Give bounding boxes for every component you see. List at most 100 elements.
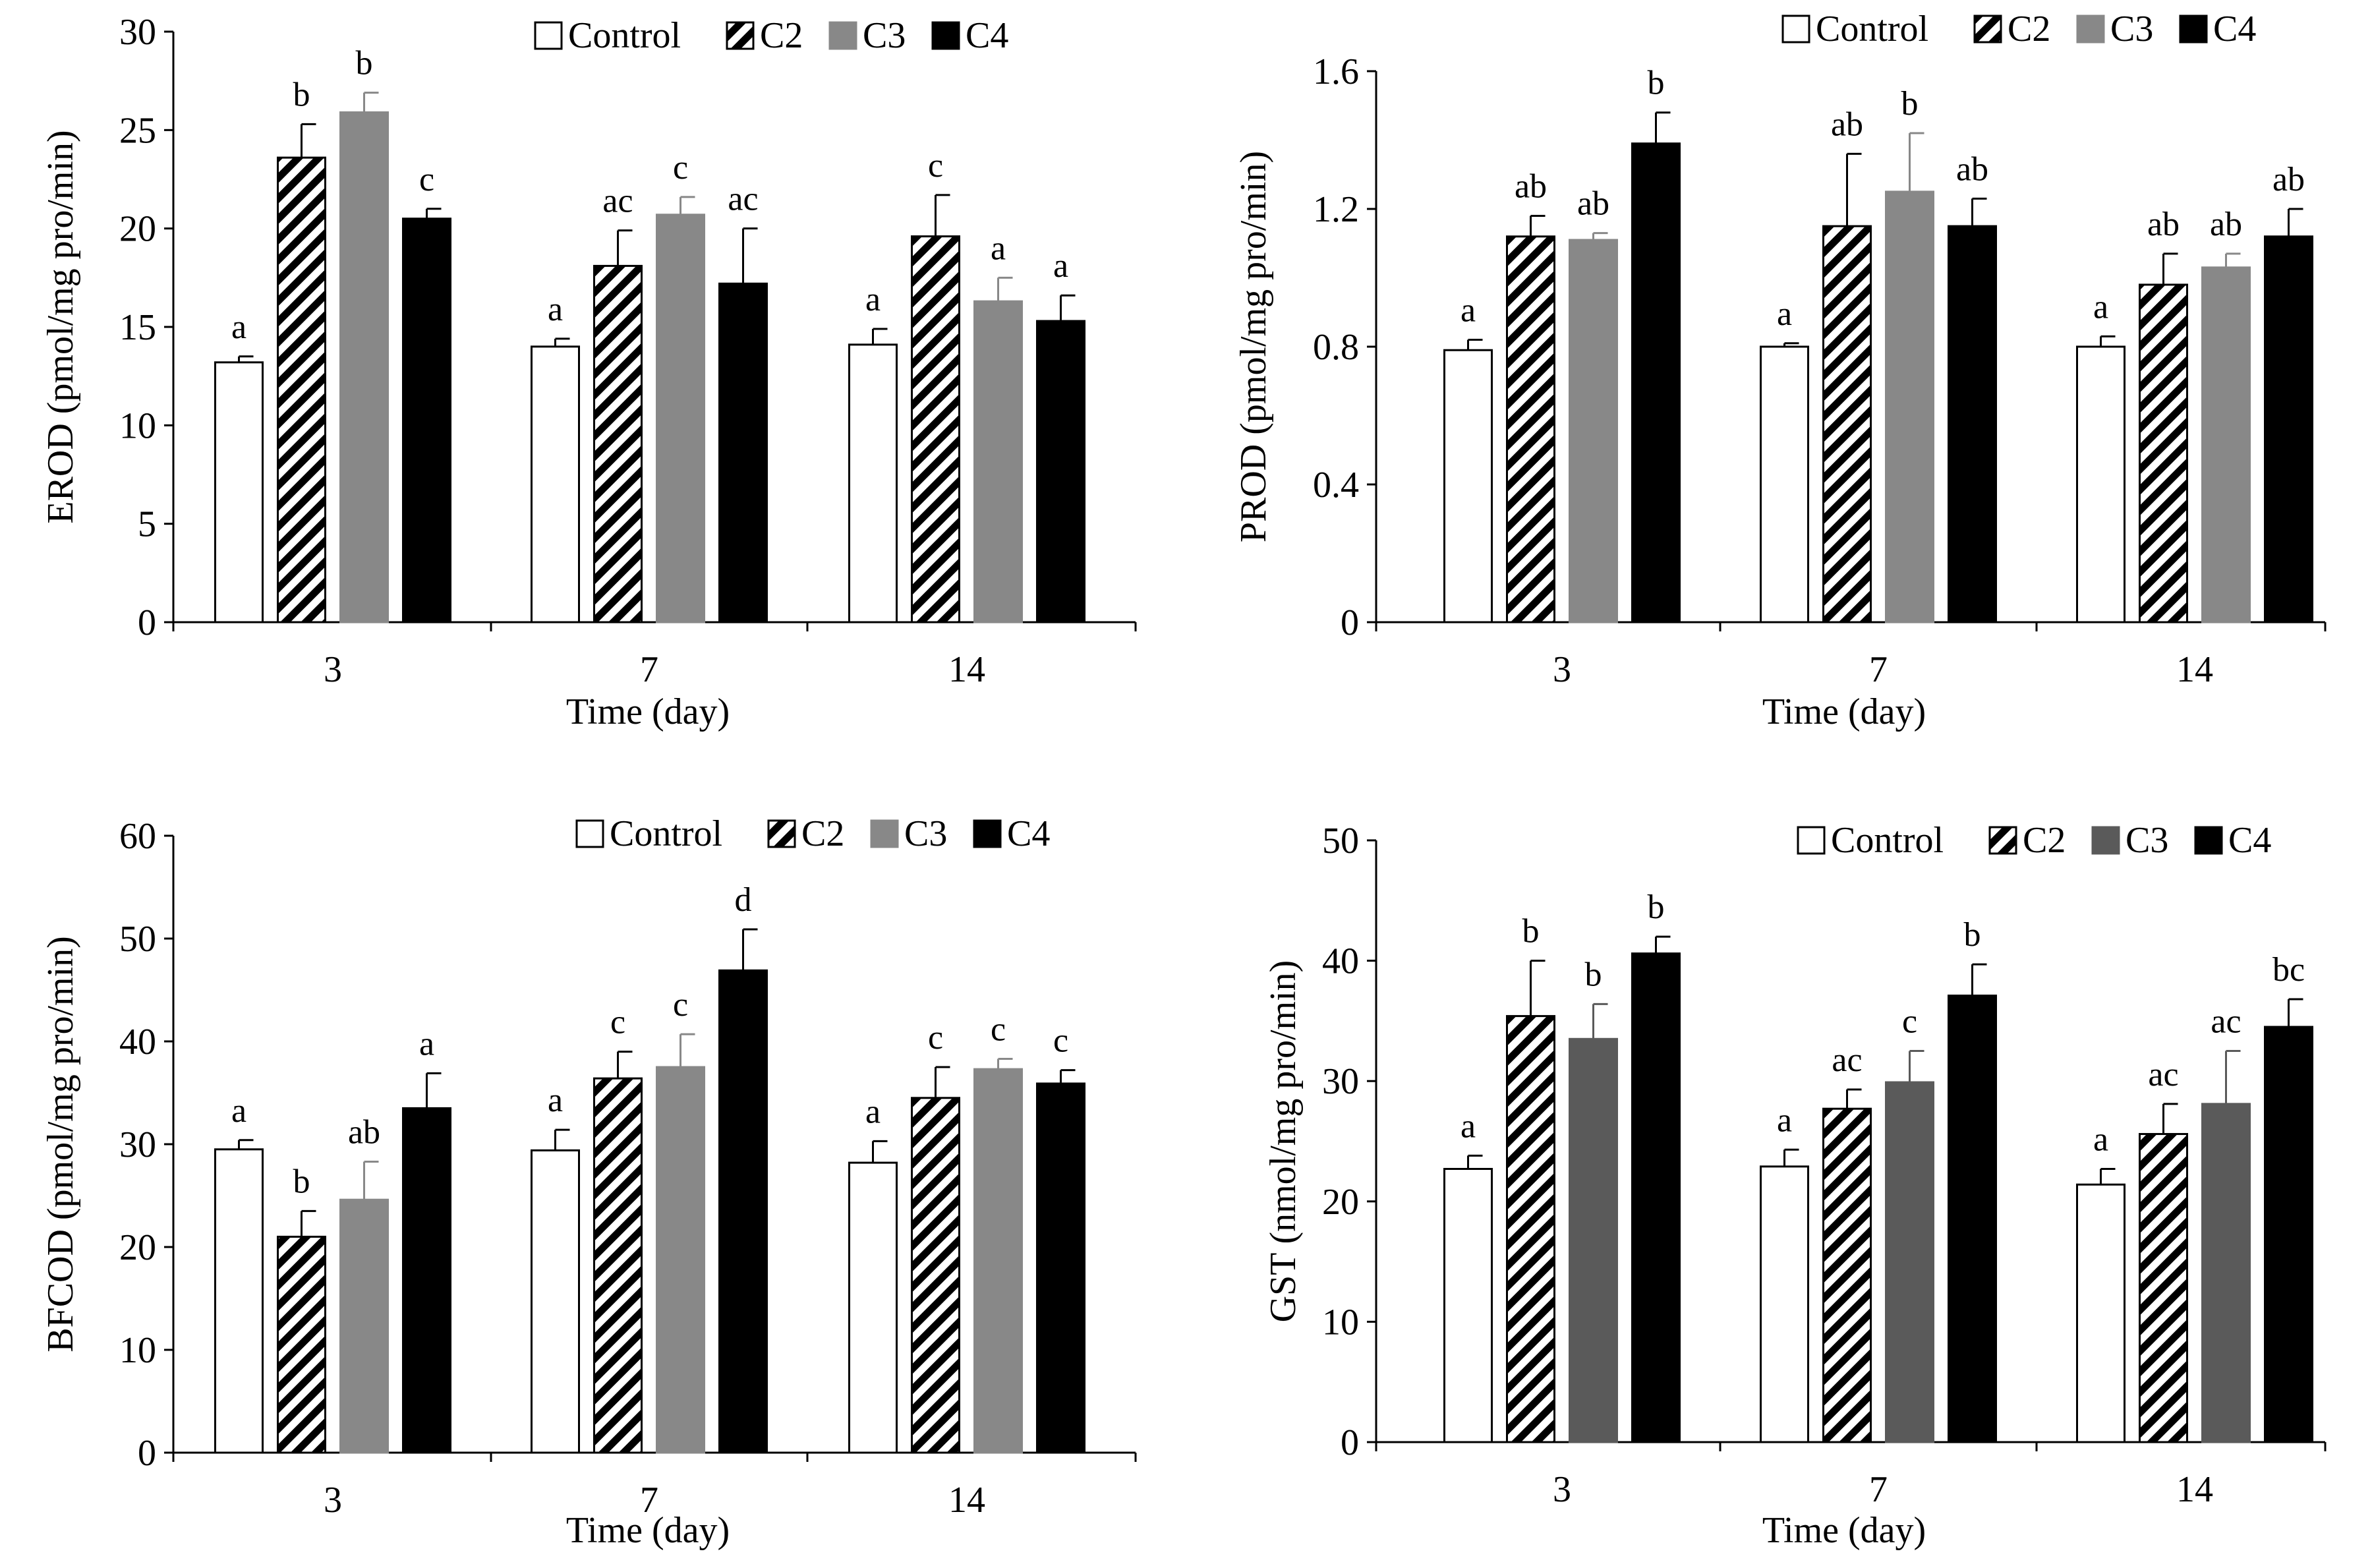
significance-label: ac bbox=[728, 181, 758, 218]
y-tick-label: 40 bbox=[119, 1022, 156, 1062]
legend-label-c3: C3 bbox=[2110, 9, 2153, 49]
significance-label: b bbox=[1964, 916, 1981, 954]
y-tick-label: 20 bbox=[119, 209, 156, 250]
bar-c2-day-3 bbox=[1506, 235, 1555, 624]
legend-swatch-c2 bbox=[1973, 15, 2002, 44]
bar-c2-day-14 bbox=[911, 235, 960, 624]
significance-label: c bbox=[1053, 1022, 1068, 1060]
bar-control-day-7 bbox=[531, 345, 580, 624]
bar-c3-day-7 bbox=[656, 1066, 705, 1454]
x-tick-label: 3 bbox=[324, 649, 342, 690]
y-tick-label: 0 bbox=[1341, 1422, 1359, 1463]
significance-label: bc bbox=[2272, 951, 2305, 989]
bar-control-day-3 bbox=[214, 361, 264, 624]
significance-label: c bbox=[928, 1019, 943, 1057]
legend-label-control: Control bbox=[568, 15, 681, 56]
significance-label: b bbox=[1901, 85, 1919, 123]
legend-swatch-c4 bbox=[2194, 826, 2223, 855]
legend: Control C2 C3 C4 bbox=[1797, 820, 2271, 861]
y-tick-label: 50 bbox=[119, 919, 156, 960]
significance-label: d bbox=[735, 881, 752, 919]
legend-swatch-c3 bbox=[2076, 15, 2105, 44]
bar-c3-day-14 bbox=[973, 1068, 1023, 1454]
significance-label: a bbox=[231, 308, 246, 346]
legend-label-control: Control bbox=[610, 813, 722, 854]
bar-c3-day-3 bbox=[1569, 239, 1618, 624]
significance-label: ab bbox=[2210, 206, 2242, 243]
bar-c4-day-3 bbox=[1631, 952, 1681, 1443]
bar-c4-day-14 bbox=[1036, 320, 1085, 624]
y-tick-label: 15 bbox=[119, 307, 156, 348]
significance-label: a bbox=[2093, 288, 2108, 326]
bar-c3-day-14 bbox=[2201, 1103, 2251, 1443]
significance-label: a bbox=[231, 1092, 246, 1130]
significance-label: ac bbox=[2211, 1003, 2241, 1041]
significance-label: c bbox=[991, 1011, 1006, 1049]
x-axis-label: Time (day) bbox=[566, 1510, 730, 1551]
bar-control-day-7 bbox=[1760, 345, 1809, 624]
y-tick-label: 0 bbox=[138, 602, 156, 643]
legend-swatch-control bbox=[575, 819, 604, 848]
bar-c4-day-14 bbox=[2264, 235, 2313, 624]
significance-label: ab bbox=[1515, 167, 1547, 205]
y-axis-label: BFCOD (pmol/mg pro/min) bbox=[40, 936, 81, 1352]
y-tick-label: 20 bbox=[1322, 1182, 1359, 1223]
x-axis-label: Time (day) bbox=[1762, 691, 1926, 732]
y-axis-label: PROD (pmol/mg pro/min) bbox=[1233, 151, 1274, 542]
y-tick-label: 20 bbox=[119, 1227, 156, 1268]
legend-swatch-c4 bbox=[2179, 15, 2208, 44]
significance-label: b bbox=[356, 45, 373, 82]
significance-label: c bbox=[673, 149, 688, 187]
significance-label: b bbox=[1648, 888, 1665, 926]
y-tick-label: 10 bbox=[1322, 1302, 1359, 1343]
bar-control-day-14 bbox=[2076, 1183, 2126, 1443]
bar-c4-day-3 bbox=[1631, 142, 1681, 624]
bar-c4-day-3 bbox=[402, 218, 451, 624]
x-tick-label: 3 bbox=[324, 1480, 342, 1521]
legend-label-c4: C4 bbox=[2228, 820, 2271, 861]
bar-c2-day-14 bbox=[2139, 1133, 2188, 1443]
bar-c3-day-14 bbox=[2201, 266, 2251, 624]
bar-c4-day-14 bbox=[2264, 1026, 2313, 1443]
legend-label-c4: C4 bbox=[966, 15, 1008, 56]
legend-swatch-c4 bbox=[931, 21, 960, 50]
bar-c3-day-3 bbox=[339, 111, 389, 624]
y-tick-label: 1.6 bbox=[1313, 51, 1359, 92]
y-tick-label: 30 bbox=[1322, 1061, 1359, 1102]
legend-label-c2: C2 bbox=[2008, 9, 2050, 49]
x-tick-label: 7 bbox=[640, 1480, 658, 1521]
legend-label-c3: C3 bbox=[2126, 820, 2168, 861]
bar-c2-day-14 bbox=[911, 1097, 960, 1454]
legend-label-control: Control bbox=[1831, 820, 1944, 861]
y-tick-label: 60 bbox=[119, 816, 156, 857]
significance-label: a bbox=[1777, 295, 1792, 333]
legend-label-c2: C2 bbox=[2023, 820, 2066, 861]
legend-swatch-c3 bbox=[870, 819, 899, 848]
y-axis-label: GST (nmol/mg pro/min) bbox=[1263, 960, 1304, 1323]
legend-swatch-c4 bbox=[973, 819, 1002, 848]
x-tick-label: 14 bbox=[2176, 1469, 2213, 1510]
significance-label: ab bbox=[2147, 206, 2180, 243]
significance-label: a bbox=[548, 1082, 563, 1119]
bar-c3-day-3 bbox=[339, 1198, 389, 1454]
y-tick-label: 25 bbox=[119, 110, 156, 151]
significance-label: a bbox=[865, 1093, 881, 1130]
legend-label-c3: C3 bbox=[904, 813, 947, 854]
bar-control-day-3 bbox=[214, 1148, 264, 1454]
bar-c3-day-14 bbox=[973, 300, 1023, 624]
significance-label: ac bbox=[602, 183, 633, 220]
y-tick-label: 5 bbox=[138, 504, 156, 545]
x-tick-label: 7 bbox=[640, 649, 658, 690]
significance-label: a bbox=[548, 291, 563, 328]
legend-swatch-control bbox=[1781, 15, 1810, 44]
significance-label: b bbox=[293, 1163, 310, 1200]
y-tick-label: 10 bbox=[119, 405, 156, 446]
significance-label: a bbox=[1777, 1101, 1792, 1139]
significance-label: ab bbox=[348, 1114, 380, 1151]
bar-c3-day-7 bbox=[1885, 1081, 1934, 1443]
chart-gst: 0 10 20 30 40 50 3 7 14 Time (day) GST (nmol/mg pr… bbox=[1263, 820, 2327, 1551]
bar-c3-day-7 bbox=[1885, 190, 1934, 624]
legend: Control C2 C3 C4 bbox=[534, 15, 1008, 56]
significance-label: b bbox=[1585, 956, 1602, 993]
significance-label: a bbox=[1053, 247, 1068, 285]
